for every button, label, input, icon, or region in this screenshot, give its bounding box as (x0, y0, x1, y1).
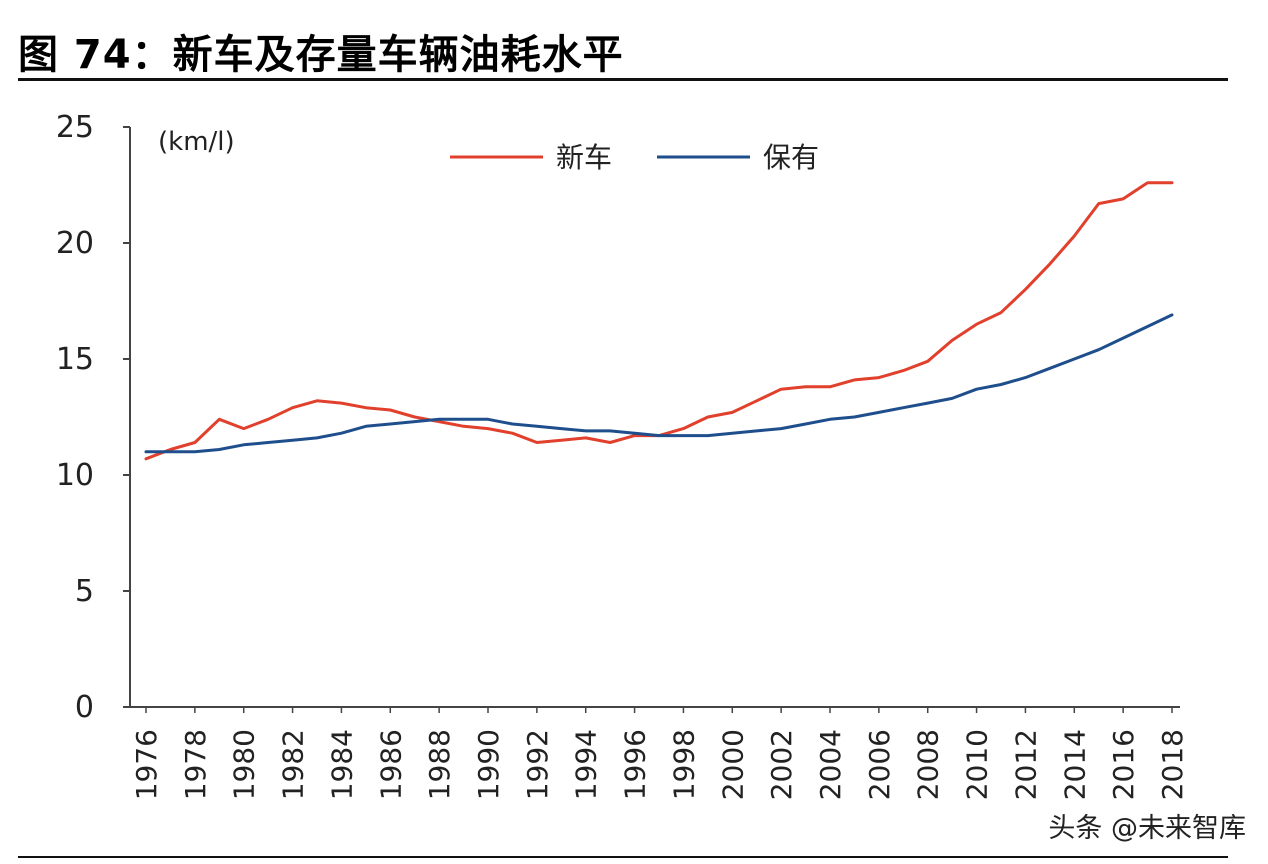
x-tick-label: 1992 (521, 729, 554, 800)
x-tick-label: 1990 (472, 729, 505, 800)
x-tick-label: 1980 (228, 729, 261, 800)
series-line-stock (144, 313, 1174, 454)
y-tick-label: 0 (75, 690, 94, 725)
bottom-rule (18, 856, 1228, 858)
y-tick-label: 5 (75, 574, 94, 609)
x-tick-label: 2000 (716, 729, 749, 800)
x-tick-label: 1978 (179, 729, 212, 800)
y-tick-label: 15 (56, 342, 94, 377)
x-tick-labels: 1976 1978 1980 1982 1984 1986 1988 1990 1992 1994… (130, 729, 1189, 800)
legend-label: 保有 (763, 141, 819, 174)
x-tick-label: 2004 (814, 729, 847, 800)
legend-label: 新车 (556, 141, 612, 174)
y-axis-unit-label: (km/l) (158, 127, 235, 157)
x-tick-label: 2012 (1009, 729, 1042, 800)
x-tick-label: 2018 (1156, 729, 1189, 800)
series-line-new-car (144, 181, 1174, 461)
y-tick-labels: 0 5 10 15 20 25 (56, 110, 94, 725)
x-tick-label: 2002 (765, 729, 798, 800)
x-tick-label: 1998 (667, 729, 700, 800)
x-tick-label: 2014 (1058, 729, 1091, 800)
x-tick-label: 2016 (1107, 729, 1140, 800)
x-tick-label: 1976 (130, 729, 163, 800)
x-tick-label: 1982 (277, 729, 310, 800)
watermark: 头条 @未来智库 (1048, 813, 1246, 844)
chart-legend: 新车 保有 (450, 141, 819, 174)
y-tick-label: 10 (56, 458, 94, 493)
x-tick-label: 2008 (912, 729, 945, 800)
x-tick-label: 1994 (570, 729, 603, 800)
x-tick-label: 2010 (961, 729, 994, 800)
y-tick-label: 20 (56, 226, 94, 261)
series-lines (144, 181, 1174, 461)
chart-axes (123, 126, 1180, 713)
x-tick-label: 2006 (863, 729, 896, 800)
figure-title: 图 74：新车及存量车辆油耗水平 (18, 32, 624, 78)
x-tick-label: 1984 (325, 729, 358, 800)
y-tick-label: 25 (56, 110, 94, 145)
title-underline (18, 78, 1228, 81)
x-tick-label: 1996 (619, 729, 652, 800)
x-tick-label: 1988 (423, 729, 456, 800)
x-tick-label: 1986 (374, 729, 407, 800)
